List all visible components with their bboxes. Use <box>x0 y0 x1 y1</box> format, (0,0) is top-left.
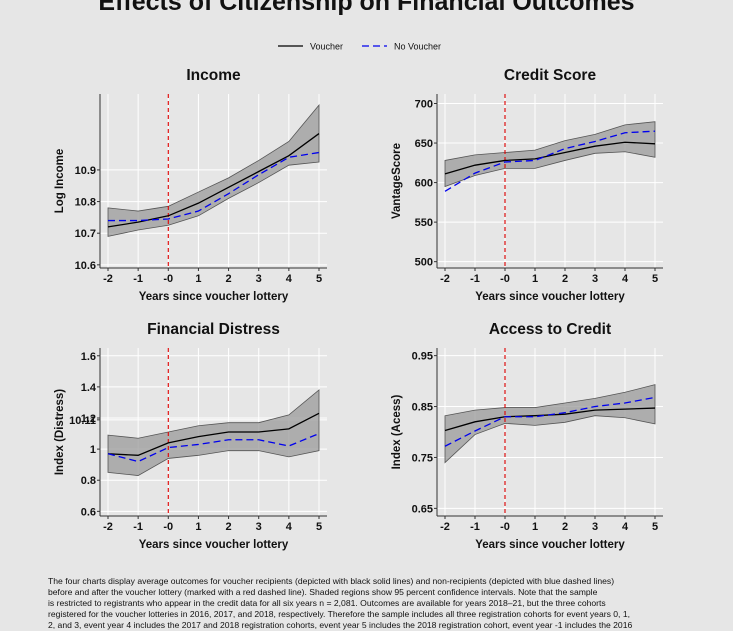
y-tick-label: 0.6 <box>81 506 96 518</box>
x-tick-label: 1 <box>532 273 538 285</box>
y-tick-label: 0.8 <box>81 475 96 487</box>
chart-panel: Access to Credit 0.65 0.75 0.85 0.95 -2 -1 -0 1 2… <box>391 321 663 551</box>
caption-line: before and after the voucher lottery (ma… <box>48 587 598 598</box>
x-tick-label: -2 <box>440 521 450 533</box>
caption-line: The four charts display average outcomes… <box>48 576 615 586</box>
x-axis-label: Years since voucher lottery <box>139 539 289 551</box>
x-tick-label: 4 <box>286 273 293 285</box>
x-tick-label: -1 <box>470 521 480 533</box>
figure-caption: The four charts display average outcomes… <box>48 576 678 631</box>
x-tick-label: 1 <box>195 521 201 533</box>
series-line-voucher <box>107 412 320 456</box>
caption-line: 2, and 3, event year 4 includes the 2017… <box>48 620 633 631</box>
caption-line: registered for the voucher lotteries in … <box>48 609 630 620</box>
x-tick-label: 2 <box>562 521 568 533</box>
series-line-voucher <box>107 133 320 228</box>
x-axis-label: Years since voucher lottery <box>139 291 289 303</box>
y-tick-label: 10.6 <box>75 260 96 272</box>
y-tick-label: 1.2 <box>81 413 96 425</box>
x-axis-label: Years since voucher lottery <box>475 291 625 303</box>
series-line-no-voucher <box>108 151 320 222</box>
x-tick-label: -0 <box>500 521 510 533</box>
x-tick-label: -0 <box>163 521 173 533</box>
x-tick-label: -2 <box>103 273 113 285</box>
y-tick-label: 0.65 <box>412 503 433 515</box>
x-tick-label: 1 <box>532 521 538 533</box>
legend-item: Voucher <box>278 42 343 52</box>
x-axis-label: Years since voucher lottery <box>475 539 625 551</box>
x-tick-label: 3 <box>592 273 598 285</box>
x-tick-label: -0 <box>163 273 173 285</box>
y-tick-label: 1.6 <box>81 351 96 363</box>
y-tick-label: 10.11 <box>69 415 96 427</box>
confidence-band <box>107 389 320 476</box>
x-tick-label: -1 <box>133 273 143 285</box>
series-line-voucher <box>444 141 656 175</box>
y-tick-label: 700 <box>415 98 433 110</box>
y-tick-label: 650 <box>415 138 433 150</box>
x-tick-label: 5 <box>652 273 658 285</box>
x-tick-label: -1 <box>133 521 143 533</box>
x-tick-label: 1 <box>195 273 201 285</box>
y-tick-label: 0.85 <box>412 402 433 414</box>
chart-panel: Credit Score 500 550 600 650 700 -2 -1 -0 1 2 3 4 5 Ye… <box>391 67 663 303</box>
x-tick-label: 4 <box>622 273 629 285</box>
y-tick-label: 10.8 <box>75 197 96 209</box>
x-tick-label: 3 <box>256 273 262 285</box>
y-tick-label: 500 <box>415 257 433 269</box>
main-title: Effects of Citizenship on Financial Outc… <box>98 0 635 16</box>
x-tick-label: 5 <box>652 521 658 533</box>
chart-title: Credit Score <box>504 67 597 84</box>
chart-title: Financial Distress <box>147 321 280 338</box>
series-line-no-voucher <box>444 396 656 447</box>
y-axis-label: Log Income <box>54 149 66 214</box>
chart-panel: Income 10.6 10.7 10.8 10.9 10.11 -2 -1 -0 1 2 3 4 5 Ye… <box>54 67 327 427</box>
y-tick-label: 0.95 <box>412 351 433 363</box>
confidence-band <box>107 103 320 237</box>
caption-line: is restricted to registrants who appear … <box>48 598 606 609</box>
chart-panel: Financial Distress 0.6 0.8 1 1.2 1.4 1.6 -2 -1 -0… <box>54 321 327 551</box>
x-tick-label: 4 <box>286 521 293 533</box>
series-line-no-voucher <box>444 130 656 192</box>
confidence-band <box>444 384 656 464</box>
y-tick-label: 10.7 <box>75 228 96 240</box>
y-tick-label: 1.4 <box>81 382 97 394</box>
chart-title: Access to Credit <box>489 321 611 338</box>
y-tick-label: 600 <box>415 178 433 190</box>
series-line-no-voucher <box>107 432 320 463</box>
x-tick-label: -2 <box>440 273 450 285</box>
legend-label: Voucher <box>310 42 343 52</box>
legend-label: No Voucher <box>394 42 441 52</box>
y-tick-label: 1 <box>90 444 96 456</box>
x-tick-label: -0 <box>500 273 510 285</box>
x-tick-label: 4 <box>622 521 629 533</box>
y-tick-label: 10.9 <box>75 165 96 177</box>
y-axis-label: VantageScore <box>391 143 403 219</box>
x-tick-label: 2 <box>226 273 232 285</box>
legend: Voucher No Voucher <box>278 42 441 52</box>
x-tick-label: 3 <box>256 521 262 533</box>
y-axis-label: Index (Distress) <box>54 389 66 475</box>
x-tick-label: 2 <box>226 521 232 533</box>
x-tick-label: -2 <box>103 521 113 533</box>
x-tick-label: 5 <box>316 273 322 285</box>
y-tick-label: 0.75 <box>412 452 433 464</box>
x-tick-label: 3 <box>592 521 598 533</box>
y-tick-label: 550 <box>415 217 433 229</box>
x-tick-label: 2 <box>562 273 568 285</box>
x-tick-label: 5 <box>316 521 322 533</box>
y-axis-label: Index (Acess) <box>391 394 403 469</box>
legend-item: No Voucher <box>362 42 441 52</box>
x-tick-label: -1 <box>470 273 480 285</box>
chart-title: Income <box>186 67 241 84</box>
